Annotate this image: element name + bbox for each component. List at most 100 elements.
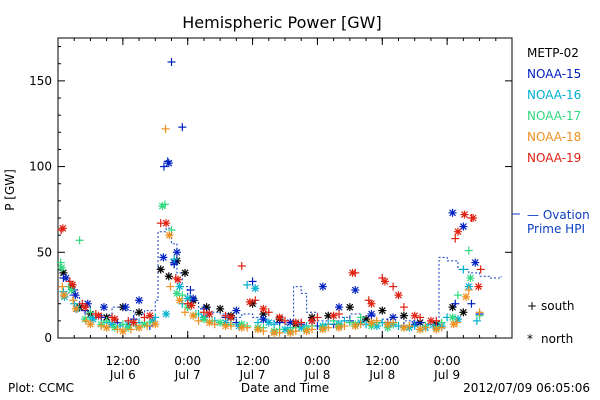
point-noaa-16-south [270, 320, 279, 329]
point-noaa-17-south [56, 258, 65, 267]
point-noaa-19-south [476, 265, 485, 274]
series-marks [56, 58, 485, 337]
point-noaa-18-south [291, 327, 300, 336]
point-noaa-17-south [102, 316, 111, 325]
legend-entry: METP-02 [527, 46, 579, 60]
point-noaa-18-north [286, 328, 295, 337]
point-noaa-15-north [232, 306, 241, 315]
point-noaa-18-north [165, 231, 174, 240]
x-tick-time-label: 12:00 [106, 354, 141, 368]
point-metp-02-north [135, 308, 144, 317]
point-noaa-19-north [380, 277, 389, 286]
point-noaa-17-north [216, 318, 225, 327]
point-noaa-18-south [58, 282, 67, 291]
marker-legend-label: south [541, 299, 575, 313]
x-axis-label: Date and Time [241, 381, 329, 395]
x-tick-time-label: 0:00 [304, 354, 331, 368]
point-noaa-17-south [464, 246, 473, 255]
point-noaa-18-north [189, 311, 198, 320]
legend-entry: NOAA-16 [527, 88, 581, 102]
ovation-hpi-line [58, 227, 502, 325]
point-noaa-19-north [145, 311, 154, 320]
point-noaa-18-north [318, 325, 327, 334]
point-noaa-18-north [135, 323, 144, 332]
legend-entry: NOAA-19 [527, 151, 581, 165]
y-tick-label: 150 [29, 74, 52, 88]
point-noaa-15-north [159, 253, 168, 262]
point-noaa-19-south [124, 316, 133, 325]
timestamp: 2012/07/09 06:05:06 [463, 381, 590, 395]
point-noaa-18-north [205, 318, 214, 327]
point-metp-02-north [324, 311, 333, 320]
point-noaa-19-north [474, 282, 483, 291]
point-noaa-15-north [471, 258, 480, 267]
point-noaa-16-north [264, 318, 273, 327]
point-noaa-19-north [205, 310, 214, 318]
point-noaa-15-north [189, 294, 198, 303]
point-noaa-17-south [86, 308, 95, 317]
point-noaa-18-north [335, 323, 344, 332]
point-noaa-18-south [259, 327, 268, 336]
point-noaa-19-south [313, 313, 322, 322]
x-tick-time-label: 0:00 [174, 354, 201, 368]
point-noaa-15-north [367, 310, 376, 318]
point-noaa-19-north [173, 275, 182, 284]
point-noaa-19-south [416, 313, 425, 322]
point-noaa-18-north [351, 322, 360, 330]
point-noaa-18-north [449, 320, 458, 329]
point-noaa-18-north [432, 325, 441, 334]
point-noaa-16-south [243, 280, 252, 289]
marker-legend-label: north [541, 332, 573, 346]
point-noaa-15-north [335, 303, 344, 312]
point-metp-02-north [345, 303, 354, 312]
point-noaa-16-south [459, 265, 468, 274]
point-noaa-18-north [416, 325, 425, 334]
point-noaa-19-north [348, 268, 357, 277]
point-noaa-18-north [367, 318, 376, 327]
point-noaa-18-south [161, 124, 170, 133]
legend-entry: NOAA-18 [527, 130, 581, 144]
point-noaa-16-north [162, 310, 171, 318]
point-noaa-15-north [351, 286, 360, 294]
point-noaa-18-south [308, 325, 317, 334]
point-noaa-16-north [175, 282, 184, 291]
point-noaa-17-south [453, 291, 462, 300]
point-noaa-19-south [264, 308, 273, 317]
point-noaa-17-north [67, 286, 76, 294]
point-noaa-19-north [94, 311, 103, 320]
point-noaa-18-south [194, 316, 203, 325]
point-noaa-18-south [166, 282, 175, 291]
point-noaa-18-north [399, 323, 408, 332]
x-tick-date-label: Jul 6 [109, 368, 136, 382]
y-axis-label: P [GW] [3, 169, 17, 211]
point-noaa-18-south [340, 322, 349, 330]
x-tick-date-label: Jul 9 [433, 368, 460, 382]
point-noaa-19-north [453, 227, 462, 236]
chart-title: Hemispheric Power [GW] [182, 13, 381, 32]
point-noaa-15-north [71, 291, 80, 300]
point-noaa-19-north [460, 210, 469, 219]
point-noaa-19-north [245, 298, 254, 306]
point-noaa-19-north [187, 301, 196, 310]
point-noaa-18-north [253, 325, 262, 334]
plot-frame [57, 37, 513, 339]
x-tick-date-label: Jul 8 [368, 368, 395, 382]
point-metp-02-north [164, 272, 173, 281]
x-tick-time-label: 12:00 [365, 354, 400, 368]
point-noaa-19-north [394, 291, 403, 300]
point-metp-02-north [399, 311, 408, 320]
point-noaa-17-south [345, 318, 354, 327]
point-noaa-15-north [459, 222, 468, 231]
point-noaa-15-north [448, 208, 457, 217]
legend-entry: NOAA-15 [527, 67, 581, 81]
point-noaa-16-north [251, 284, 260, 293]
point-noaa-19-north [162, 219, 171, 228]
point-noaa-19-north [226, 313, 235, 322]
point-noaa-17-north [57, 263, 66, 272]
point-noaa-18-south [421, 323, 430, 332]
point-noaa-18-south [405, 322, 414, 330]
x-tick-date-label: Jul 7 [239, 368, 266, 382]
point-metp-02-north [378, 306, 387, 315]
point-noaa-18-south [113, 325, 122, 334]
